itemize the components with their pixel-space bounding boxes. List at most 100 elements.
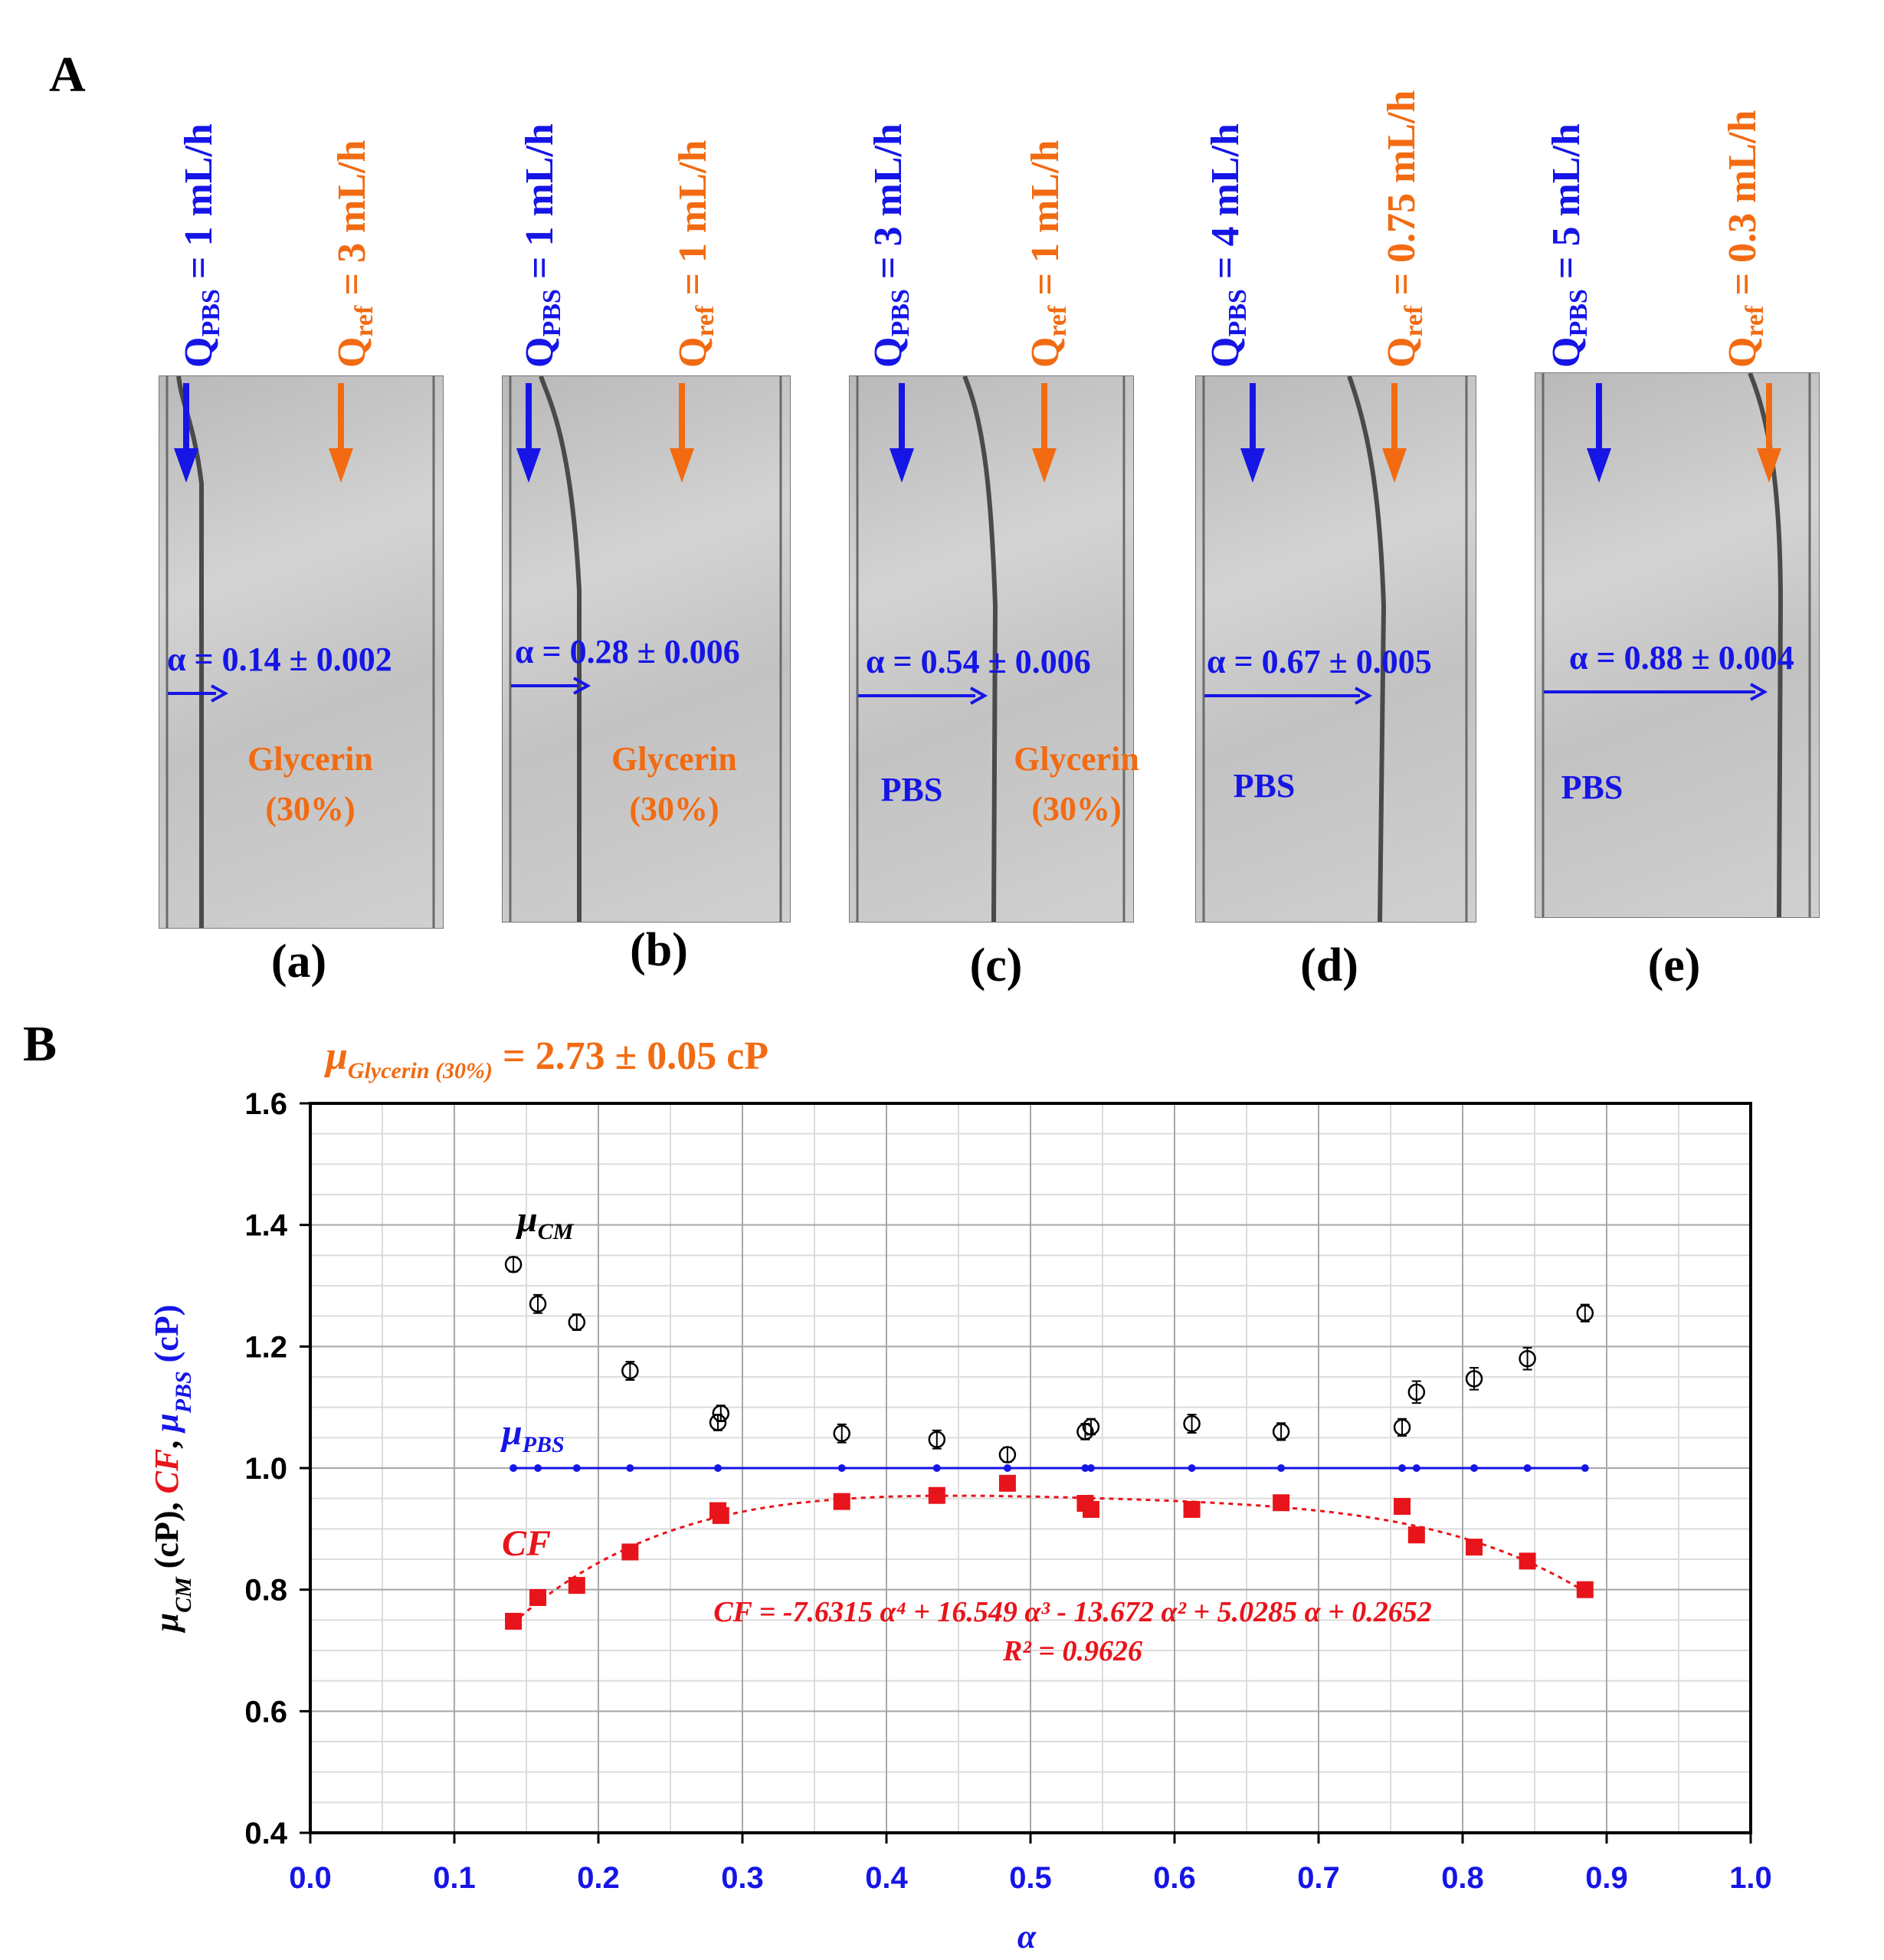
data-point-cf	[621, 1543, 639, 1561]
y-axis-label: μCM (cP), CF, μPBS (cP)	[148, 1305, 196, 1634]
x-tick-label: 0.1	[433, 1861, 476, 1895]
fluid-label: (30%)	[629, 790, 719, 828]
data-point-cf	[1183, 1500, 1201, 1518]
data-point-cf	[1082, 1500, 1099, 1518]
q-pbs-label-e-value: = 5 mL/h	[1545, 123, 1588, 290]
x-tick-label: 1.0	[1729, 1861, 1772, 1895]
x-tick-label-part: 0.2	[577, 1861, 620, 1895]
x-tick-label-part: 1.0	[1729, 1861, 1772, 1895]
q-pbs-label-e-subscript: PBS	[1565, 289, 1593, 337]
data-point-cm	[998, 1446, 1017, 1463]
x-tick-label: 0.9	[1585, 1861, 1628, 1895]
q-ref-label-e: Qref = 0.3 mL/h	[1720, 110, 1770, 368]
fluid-interface-line	[962, 376, 998, 922]
q-ref-label-e-subscript: ref	[1741, 305, 1769, 337]
x-tick-label-part: 0.3	[721, 1861, 764, 1895]
series-label-pbs-part: μ	[500, 1412, 523, 1453]
series-label-cm-part: μ	[515, 1199, 538, 1240]
x-tick-label: 0.4	[865, 1861, 908, 1895]
y-axis-label-part: ,	[148, 1432, 185, 1449]
alpha-width-arrow-head	[1750, 683, 1768, 701]
data-point-cf	[1394, 1497, 1411, 1515]
fit-r-squared-part: R² = 0.9626	[1002, 1635, 1142, 1667]
pbs-flow-arrow-head	[516, 448, 541, 483]
q-ref-label-e-symbol: Q	[1721, 336, 1764, 368]
x-axis-label: α	[1017, 1918, 1037, 1955]
flow-arrows-a	[168, 383, 353, 703]
fit-r-squared: R² = 0.9626	[1002, 1635, 1142, 1667]
flow-arrows-d	[1204, 383, 1407, 705]
data-point-cf	[505, 1612, 523, 1630]
ref-flow-arrow-head	[1032, 448, 1057, 483]
series-label-cm-part: CM	[538, 1219, 575, 1244]
subpanel-label-d: (d)	[1300, 939, 1358, 991]
y-tick-label: 1.4	[244, 1209, 287, 1243]
data-point-cm	[1272, 1423, 1290, 1441]
alpha-width-arrow-head	[970, 687, 988, 705]
y-axis-label-part: μ	[148, 1413, 185, 1433]
data-point-pbs	[626, 1464, 634, 1472]
y-tick-label: 1.6	[244, 1087, 287, 1121]
series-label-pbs: μPBS	[500, 1412, 565, 1457]
data-point-pbs	[1581, 1464, 1589, 1472]
data-point-cm	[928, 1431, 946, 1448]
data-point-cm	[568, 1313, 586, 1331]
subpanel-label-c: (c)	[969, 939, 1023, 991]
x-tick-label: 0.5	[1009, 1861, 1052, 1895]
y-tick-label: 0.6	[244, 1695, 287, 1729]
micrograph-b	[502, 375, 791, 923]
viscosity-chart: 0.0 0.1 0.2 0.3 0.4 0.5 0.6 0.7 0.8 0.9 1.0 0.4 0.6 0…	[148, 1034, 1772, 1955]
alpha-value-b: α = 0.28 ± 0.006	[515, 633, 740, 670]
data-point-pbs	[509, 1464, 518, 1472]
fluid-label: PBS	[1233, 767, 1296, 805]
data-point-cf	[568, 1577, 585, 1595]
data-point-cm	[1576, 1304, 1594, 1322]
alpha-value-d: α = 0.67 ± 0.005	[1207, 643, 1432, 680]
fit-equation: CF = -7.6315 α⁴ + 16.549 α³ - 13.672 α² …	[713, 1596, 1432, 1628]
x-tick-label-part: 0.5	[1009, 1861, 1052, 1895]
data-point-cf	[1273, 1494, 1290, 1512]
y-tick-label: 1.0	[244, 1452, 287, 1486]
x-tick-label-part: 0.8	[1441, 1861, 1484, 1895]
data-point-cm	[1183, 1414, 1201, 1433]
alpha-value-c: α = 0.54 ± 0.006	[866, 643, 1091, 680]
q-pbs-label-e-symbol: Q	[1545, 336, 1588, 368]
series-label-cm: μCM	[515, 1199, 575, 1244]
data-point-cm	[1465, 1370, 1483, 1388]
alpha-value-a: α = 0.14 ± 0.002	[167, 641, 392, 678]
panel-a-letter: A	[49, 47, 86, 103]
data-point-cf	[712, 1506, 729, 1524]
x-tick-label: 0.2	[577, 1861, 620, 1895]
ref-flow-arrow-head	[329, 448, 353, 483]
y-tick-label-part: 1.6	[244, 1087, 287, 1121]
pbs-flow-arrow-head	[174, 448, 198, 483]
x-tick-label-part: 0.0	[289, 1861, 332, 1895]
data-point-cm	[709, 1414, 727, 1431]
data-point-cm	[833, 1424, 850, 1443]
data-point-cf	[928, 1486, 945, 1504]
ref-flow-arrow-head	[1382, 448, 1407, 483]
y-tick-label: 0.8	[244, 1574, 287, 1608]
chart-title-part: = 2.73 ± 0.05 cP	[493, 1034, 768, 1078]
fluid-label: (30%)	[265, 790, 356, 828]
micrograph-a	[159, 375, 444, 929]
fluid-label: Glycerin	[1014, 740, 1139, 778]
series-label-cf-part: CF	[502, 1523, 551, 1564]
y-axis-label-part: CF	[148, 1449, 185, 1494]
data-point-cf	[529, 1588, 547, 1606]
y-axis-label-part: μ	[148, 1613, 185, 1633]
ref-flow-arrow-head	[1757, 448, 1781, 483]
x-tick-label-part: 0.1	[433, 1861, 476, 1895]
x-tick-label: 0.6	[1153, 1861, 1196, 1895]
data-point-pbs	[1188, 1464, 1196, 1472]
data-point-pbs	[1081, 1464, 1089, 1472]
y-tick-label-part: 0.8	[244, 1574, 287, 1608]
data-point-cm	[1407, 1383, 1426, 1401]
data-point-pbs	[572, 1464, 581, 1472]
y-tick-label: 0.4	[244, 1817, 287, 1850]
fit-equation-part: CF = -7.6315 α⁴ + 16.549 α³ - 13.672 α² …	[713, 1596, 1432, 1628]
micrograph-d-interface	[1202, 376, 1468, 922]
fluid-label: PBS	[1561, 769, 1624, 806]
fluid-label: PBS	[880, 771, 943, 808]
data-point-pbs	[1277, 1464, 1286, 1472]
